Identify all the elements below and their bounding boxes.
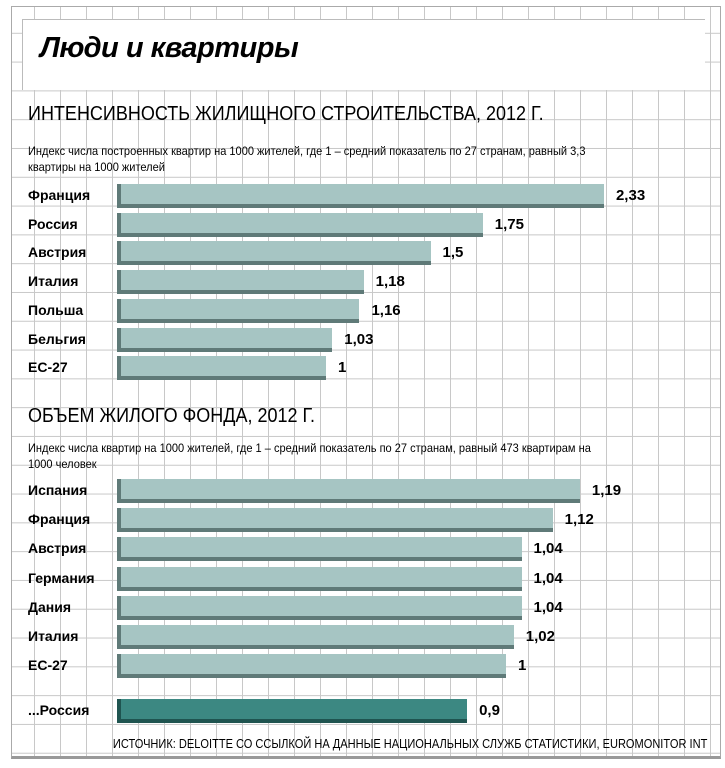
category-label: Италия — [28, 628, 79, 644]
bar — [117, 479, 580, 499]
value-label: 1,12 — [564, 511, 594, 529]
category-label: Франция — [28, 187, 91, 203]
chart1-subtitle: Индекс числа построенных квартир на 1000… — [28, 144, 586, 174]
chart2-subtitle: Индекс числа квартир на 1000 жителей, гд… — [28, 441, 591, 471]
category-label: ЕС-27 — [28, 657, 68, 674]
bar — [117, 508, 553, 529]
category-label: Бельгия — [28, 330, 86, 347]
value-label: 0,9 — [479, 702, 500, 719]
bar — [117, 298, 360, 319]
category-label: Дания — [28, 598, 71, 615]
value-label: 1 — [518, 657, 527, 675]
bar — [117, 654, 506, 675]
bar — [117, 537, 522, 558]
bar — [117, 699, 468, 719]
bar — [117, 356, 326, 377]
bar — [117, 270, 364, 291]
category-label: Австрия — [28, 540, 87, 557]
bar — [117, 241, 431, 262]
title-box — [22, 19, 705, 90]
category-label: ...Россия — [28, 702, 90, 718]
value-label: 1,04 — [533, 598, 563, 616]
chart2-title: ОБЪЕМ ЖИЛОГО ФОНДА, 2012 Г. — [28, 405, 316, 427]
value-label: 1 — [338, 359, 347, 377]
bar — [117, 566, 522, 587]
category-label: Германия — [28, 569, 95, 586]
bar — [117, 212, 483, 233]
category-label: Россия — [28, 215, 78, 232]
value-label: 1,04 — [533, 540, 563, 558]
source-note: ИСТОЧНИК: DELOITTE СО ССЫЛКОЙ НА ДАННЫЕ … — [112, 736, 707, 751]
category-label: Польша — [28, 301, 84, 318]
value-label: 1,5 — [442, 244, 464, 262]
value-label: 1,02 — [525, 628, 555, 645]
value-label: 1,04 — [533, 569, 563, 587]
chart1-title: ИНТЕНСИВНОСТЬ ЖИЛИЩНОГО СТРОИТЕЛЬСТВА, 2… — [28, 103, 544, 125]
value-label: 1,18 — [375, 273, 405, 291]
page-title: Люди и квартиры — [40, 32, 299, 64]
category-label: Испания — [28, 482, 88, 498]
value-label: 1,19 — [591, 482, 622, 499]
value-label: 2,33 — [615, 187, 646, 204]
bar — [117, 184, 604, 204]
value-label: 1,75 — [494, 215, 524, 233]
bar — [117, 327, 333, 348]
category-label: Франция — [28, 511, 91, 528]
category-label: Австрия — [28, 244, 87, 261]
value-label: 1,16 — [371, 301, 401, 319]
bar — [117, 595, 522, 616]
category-label: Италия — [28, 273, 79, 290]
category-label: ЕС-27 — [28, 359, 68, 376]
value-label: 1,03 — [344, 330, 374, 348]
bar — [117, 625, 514, 645]
